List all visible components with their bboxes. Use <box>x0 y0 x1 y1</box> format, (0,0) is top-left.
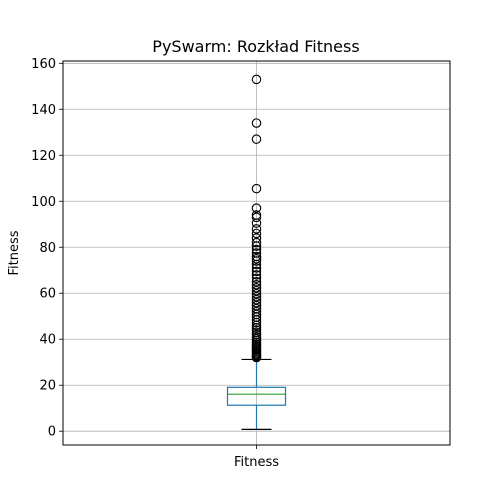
y-tick-label: 120 <box>31 149 56 164</box>
outlier-point <box>251 294 262 305</box>
outlier-point <box>251 233 262 243</box>
chart-title: PySwarm: Rozkład Fitness <box>152 37 359 56</box>
x-tick-label: Fitness <box>234 455 279 470</box>
y-tick-label: 160 <box>31 57 56 72</box>
outlier-point <box>251 253 262 264</box>
outlier-point <box>251 244 262 255</box>
iqr-box <box>226 386 287 406</box>
y-tick-label: 40 <box>39 333 56 348</box>
outlier-point <box>251 251 262 262</box>
outlier-point <box>251 300 262 311</box>
outlier-point <box>251 183 262 194</box>
outlier-point <box>251 303 262 314</box>
outlier-point <box>251 74 262 85</box>
y-tick-label: 0 <box>48 425 56 440</box>
outlier-point <box>251 273 262 284</box>
outlier-point <box>251 282 262 293</box>
outlier-point <box>251 325 262 335</box>
outlier-point <box>251 266 262 277</box>
outlier-point <box>251 237 262 248</box>
outlier-point <box>251 228 262 239</box>
outlier-point <box>251 118 262 128</box>
outlier-point <box>251 276 262 287</box>
outlier-point <box>251 291 262 302</box>
outlier-point <box>251 224 262 234</box>
outlier-point <box>251 327 262 338</box>
outlier-point <box>251 329 262 340</box>
outlier-point <box>251 332 262 342</box>
outlier-point <box>251 270 262 280</box>
outlier-layer <box>251 74 262 363</box>
outlier-point <box>251 248 262 258</box>
outlier-point <box>251 285 262 296</box>
outlier-point <box>251 279 262 290</box>
y-axis-label: Fitness <box>7 230 22 275</box>
x-tick-layer: Fitness <box>234 445 279 470</box>
y-tick-label: 20 <box>39 379 56 394</box>
outlier-point <box>251 134 262 144</box>
outlier-point <box>251 322 262 333</box>
outlier-point <box>251 288 262 299</box>
outlier-point <box>251 263 262 273</box>
y-tick-layer: 0 20 40 60 80 100 120 140 160 <box>31 57 63 440</box>
outlier-point <box>251 212 262 223</box>
y-tick-label: 80 <box>39 241 56 256</box>
y-tick-label: 100 <box>31 195 56 210</box>
outlier-point <box>251 306 262 317</box>
y-tick-label: 140 <box>31 103 56 118</box>
outlier-point <box>251 203 262 213</box>
outlier-point <box>251 297 262 308</box>
outlier-point <box>251 210 262 220</box>
y-tick-label: 60 <box>39 287 56 302</box>
